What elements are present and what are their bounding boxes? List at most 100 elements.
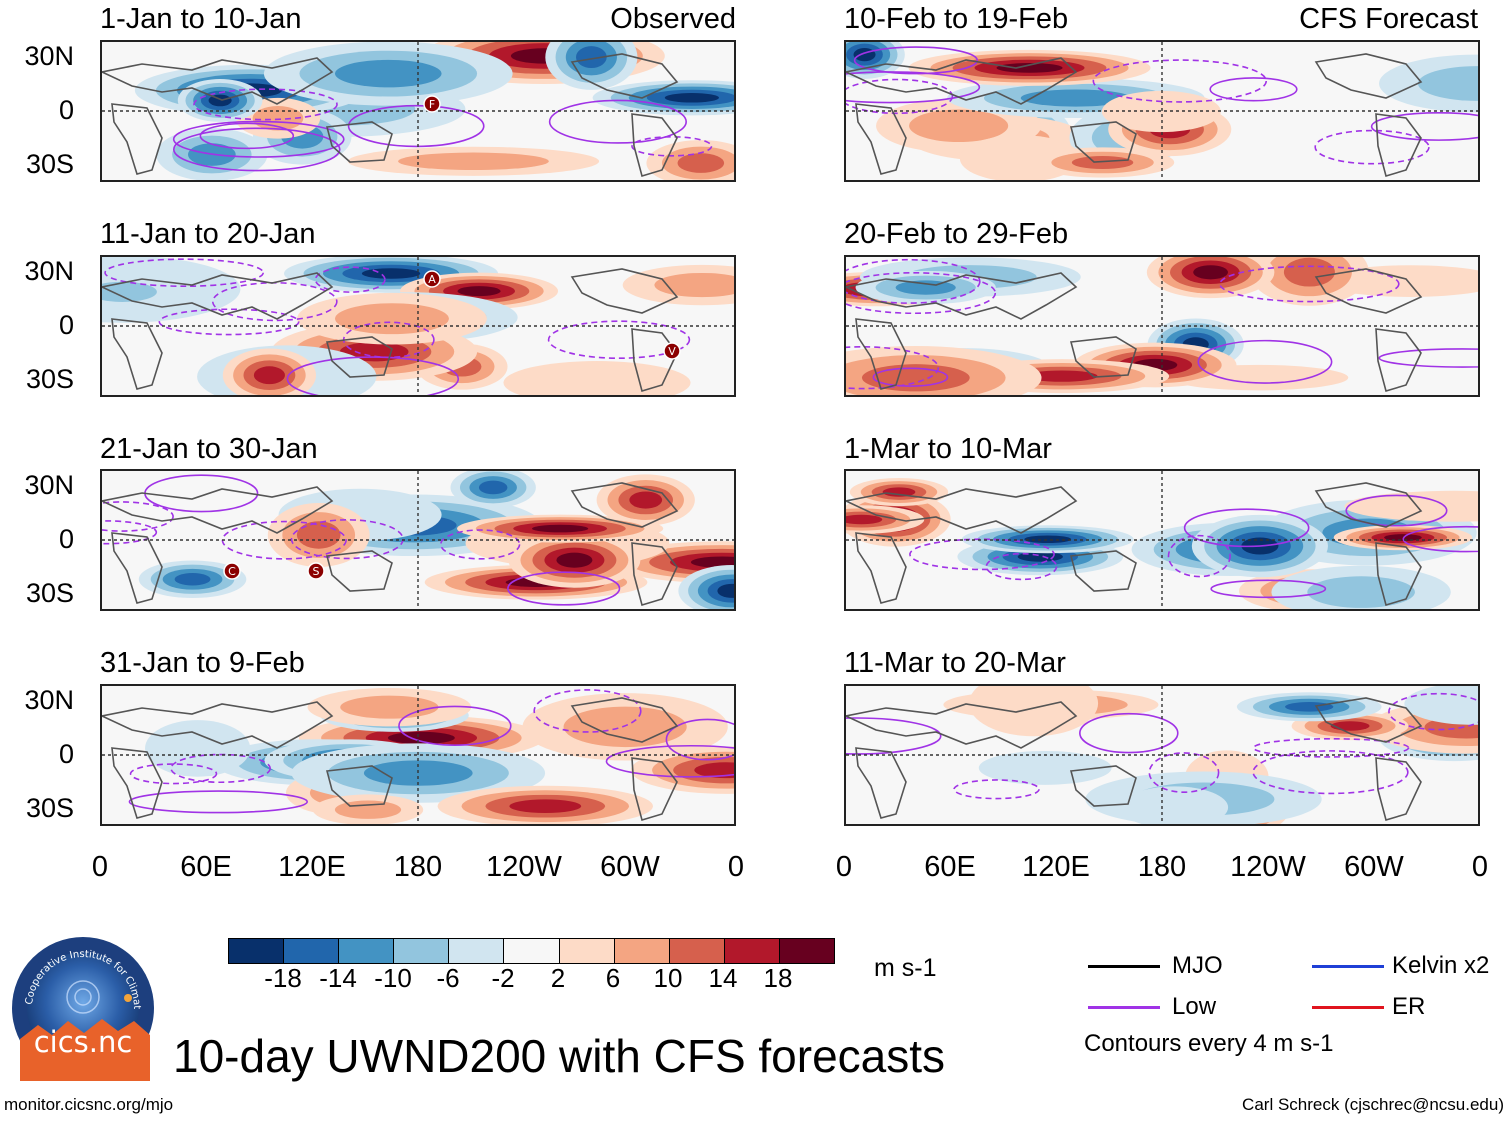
lon-tick-label: 0: [91, 851, 109, 883]
low-contour: [1314, 129, 1430, 165]
coastline: [1375, 757, 1422, 822]
coastline: [1314, 482, 1423, 528]
coastline: [570, 53, 679, 99]
panel-title-1: 1-Jan to 10-Jan: [100, 3, 302, 35]
lat-tick-label: 0: [58, 310, 74, 340]
logo-text: cics.nc: [33, 1025, 133, 1059]
low-contour: [605, 744, 734, 778]
low-contour: [846, 258, 981, 304]
easterly-anomaly: [102, 281, 157, 302]
lat-tick-label: 30S: [25, 364, 74, 394]
easterly-anomaly: [478, 480, 508, 495]
coastline: [111, 532, 163, 604]
panel-tag-observed: Observed: [610, 3, 736, 35]
low-contour: [1183, 508, 1310, 548]
low-contour: [1197, 339, 1333, 384]
coastline: [1375, 113, 1422, 178]
westerly-anomaly: [339, 342, 409, 362]
westerly-anomaly: [846, 514, 883, 525]
easterly-anomaly: [895, 280, 956, 295]
westerly-anomaly: [556, 552, 593, 568]
easterly-anomaly: [1404, 686, 1478, 725]
legend-label-er: ER: [1392, 993, 1426, 1020]
low-contour: [1378, 348, 1478, 368]
coastline: [1069, 550, 1137, 592]
lon-tick-label: 0: [727, 851, 745, 883]
panel-title-2: 11-Jan to 20-Jan: [100, 218, 316, 250]
colorbar-box: [393, 939, 449, 963]
low-contour: [314, 266, 386, 293]
coastline: [1314, 268, 1423, 314]
lon-tick-label: 0: [835, 851, 853, 883]
easterly-anomaly: [174, 572, 211, 586]
coastline: [1314, 697, 1423, 743]
easterly-anomaly: [853, 48, 876, 62]
lat-tick-label: 30N: [24, 470, 74, 500]
low-contour: [440, 529, 521, 560]
low-contour: [1388, 692, 1478, 731]
storm-label: F: [429, 98, 435, 111]
colorbar-tick-label: -2: [491, 963, 515, 993]
coastline: [1375, 328, 1422, 393]
storm-label: A: [428, 273, 436, 286]
lon-tick-label: 60W: [1344, 851, 1404, 883]
low-contour: [347, 104, 485, 148]
low-contour: [1209, 77, 1298, 102]
uwnd-field: [846, 257, 1478, 395]
storm-marker: [423, 95, 441, 113]
colorbar-box: [503, 939, 559, 963]
westerly-anomaly: [503, 361, 691, 395]
westerly-anomaly: [969, 686, 1099, 737]
lon-tick-label: 60W: [600, 851, 660, 883]
westerly-anomaly: [532, 524, 589, 533]
colorbar-tick-label: -14: [319, 963, 357, 993]
coastline: [111, 103, 163, 175]
coastline: [846, 272, 1078, 320]
low-contour: [1402, 525, 1478, 553]
lat-tick-label: 0: [58, 95, 74, 125]
footer-url[interactable]: monitor.cicsnc.org/mjo: [4, 1095, 174, 1114]
westerly-anomaly: [335, 303, 449, 335]
westerly-anomaly: [996, 62, 1063, 73]
easterly-anomaly: [576, 46, 607, 69]
easterly-anomaly: [717, 583, 734, 598]
colorbar-tick-label: -6: [436, 963, 460, 993]
easterly-anomaly: [1307, 576, 1415, 608]
low-contour: [548, 99, 687, 144]
westerly-anomaly: [563, 706, 687, 748]
low-contour: [193, 88, 338, 121]
low-contour: [846, 346, 940, 390]
coastline: [846, 57, 1078, 105]
chart-title: 10-day UWND200 with CFS forecasts: [173, 1030, 946, 1082]
lat-tick-label: 30S: [25, 793, 74, 823]
colorbar-box: [338, 939, 394, 963]
storm-marker: [423, 270, 441, 288]
lat-tick-label: 0: [58, 739, 74, 769]
uwnd-field: [846, 686, 1478, 824]
coastline: [102, 57, 334, 105]
colorbar-tick-label: 18: [763, 963, 793, 993]
coastline: [855, 318, 907, 390]
low-contour: [1148, 752, 1220, 794]
lon-tick-label: 180: [1137, 851, 1187, 883]
map-panel: F: [100, 40, 736, 182]
storm-marker: [223, 562, 241, 580]
low-contour: [846, 78, 954, 115]
legend-label-low: Low: [1172, 993, 1217, 1020]
easterly-anomaly: [1024, 535, 1072, 544]
westerly-anomaly: [694, 762, 734, 779]
low-contour: [953, 779, 1040, 800]
panel-title-8: 11-Mar to 20-Mar: [844, 647, 1066, 679]
storm-label: S: [313, 565, 320, 578]
lon-tick-label: 120W: [486, 851, 562, 883]
westerly-anomaly: [457, 286, 501, 297]
low-contour: [853, 46, 979, 75]
low-contour: [128, 790, 309, 814]
colorbar: [228, 938, 835, 964]
legend-label-mjo: MJO: [1172, 952, 1223, 979]
uwnd-field: [846, 471, 1478, 609]
legend-line-kelvin: [1312, 965, 1384, 968]
legend-label-kelvin: Kelvin x2: [1392, 952, 1490, 979]
